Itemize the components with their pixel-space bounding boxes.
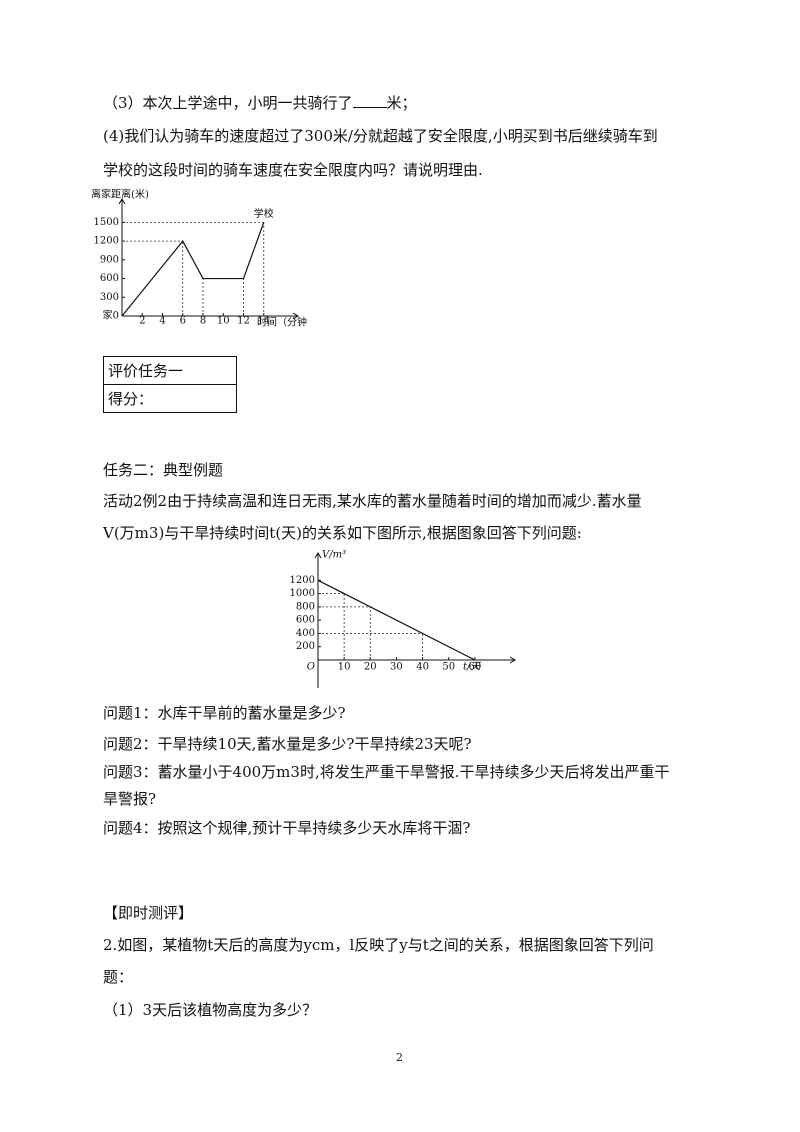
- text: 米；: [386, 94, 417, 112]
- figure: 离家距离(米) 时间（分钟 家0 2 4 6 8 10 12 14 300 600 900 1200 150…: [91, 188, 307, 329]
- x-tick-label: 4: [159, 316, 165, 327]
- x-tick-label: 2: [139, 316, 145, 327]
- paragraph: 2.如图，某植物t天后的高度为ycm，l反映了y与t之间的关系，根据图象回答下列…: [103, 936, 654, 954]
- question-4: 学校的这段时间的骑车速度在安全限度内吗？请说明理由.: [103, 161, 483, 179]
- origin-label: O: [307, 662, 315, 673]
- x-tick-label: 20: [364, 662, 377, 673]
- text: （3）本次上学途中，小明一共骑行了: [103, 94, 353, 112]
- y-tick-label: 600: [296, 615, 315, 626]
- x-tick-label: 10: [338, 662, 351, 673]
- x-axis-arrow: [509, 656, 516, 664]
- data-line: [317, 579, 476, 661]
- section-title: 任务二：典型例题: [103, 461, 224, 479]
- axis-label: t/天: [463, 662, 481, 673]
- y-tick-label: 900: [100, 254, 119, 265]
- y-axis-arrow: [314, 552, 322, 559]
- x-tick-label: 40: [416, 662, 429, 673]
- question: 问题4：按照这个规律,预计干旱持续多少天水库将干涸?: [103, 819, 471, 837]
- x-tick-label: 6: [180, 316, 186, 327]
- question: 旱警报?: [103, 790, 157, 808]
- paragraph: 题：: [103, 968, 134, 986]
- y-tick-label: 1200: [94, 236, 119, 247]
- annotation: 学校: [254, 207, 274, 220]
- x-tick-label: 60: [468, 662, 481, 673]
- axis-label: V/m³: [322, 550, 346, 561]
- x-tick-label: 50: [442, 662, 455, 673]
- table-cell: 评价任务一: [103, 356, 237, 385]
- figure: V/m³ t/天 O 10 20 30 40 50 60 200 400 600 800 1000 1200: [290, 550, 516, 688]
- x-axis-arrow: [292, 312, 299, 320]
- paragraph: V(万m3)与干旱持续时间t(天)的关系如下图所示,根据图象回答下列问题:: [103, 524, 582, 542]
- question: 问题3：蓄水量小于400万m3时,将发生严重干旱警报.干旱持续多少天后将发出严重…: [103, 763, 670, 781]
- x-tick-label: 10: [217, 316, 230, 327]
- x-tick-label: 14: [257, 316, 270, 327]
- x-tick-label: 8: [200, 316, 206, 327]
- question: 问题1：水库干旱前的蓄水量是多少?: [103, 704, 346, 722]
- y-tick-label: 400: [296, 628, 315, 639]
- score-table: 评价任务一 得分：: [103, 356, 237, 413]
- x-tick-label: 30: [390, 662, 403, 673]
- y-tick-label: 1200: [290, 575, 315, 586]
- axis-label: 离家距离(米): [91, 188, 149, 201]
- data-line: [121, 222, 265, 317]
- y-tick-label: 600: [100, 273, 119, 284]
- page-number: 2: [396, 1051, 403, 1064]
- question: 问题2：干旱持续10天,蓄水量是多少?干旱持续23天呢?: [103, 735, 472, 753]
- y-axis-arrow: [118, 198, 126, 205]
- table-cell: 得分：: [103, 384, 237, 413]
- question: （1）3天后该植物高度为多少？: [103, 1001, 318, 1019]
- axis-label: 时间（分钟: [257, 316, 307, 329]
- paragraph: 活动2例2由于持续高温和连日无雨,某水库的蓄水量随着时间的增加而减少.蓄水量: [103, 492, 642, 510]
- y-tick-label: 800: [296, 601, 315, 612]
- y-tick-label: 1000: [290, 588, 315, 599]
- question-3: （3）本次上学途中，小明一共骑行了 米；: [103, 93, 417, 113]
- y-tick-label: 200: [296, 641, 315, 652]
- y-tick-label: 1500: [94, 217, 119, 228]
- section-title: 【即时测评】: [103, 904, 194, 922]
- x-tick-label: 12: [237, 316, 250, 327]
- answer-blank: [352, 93, 387, 108]
- y-tick-label: 300: [100, 292, 119, 303]
- question-4: (4)我们认为骑车的速度超过了300米/分就超越了安全限度,小明买到书后继续骑车…: [103, 127, 658, 145]
- origin-label: 家0: [103, 309, 119, 322]
